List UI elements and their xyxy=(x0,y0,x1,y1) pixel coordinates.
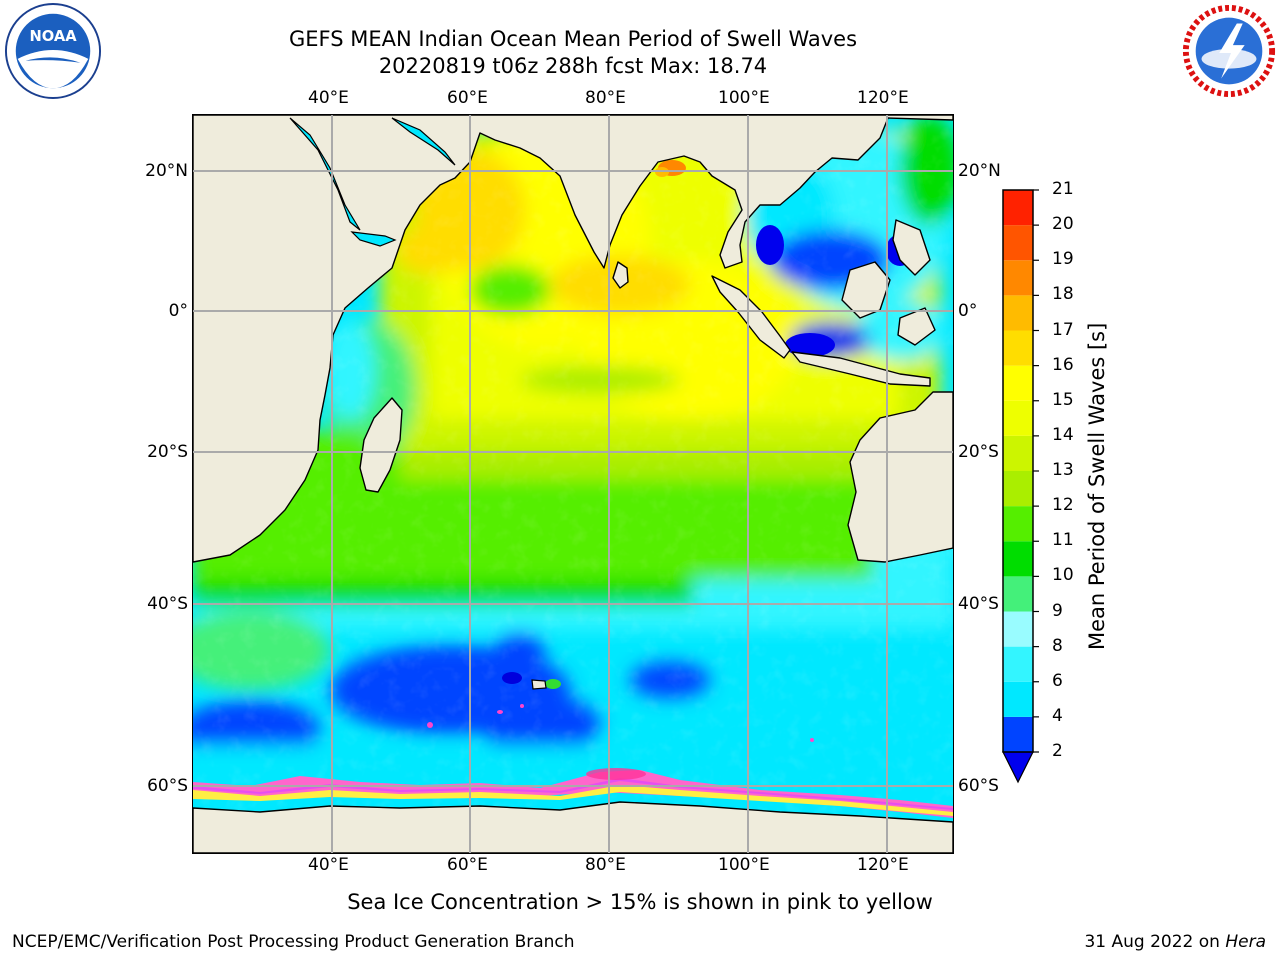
chart-subtitle: 20220819 t06z 288h fcst Max: 18.74 xyxy=(378,54,768,78)
lon-label-bottom-40e: 40°E xyxy=(308,855,349,875)
colorbar-band xyxy=(1003,506,1033,542)
lat-label-left-0: 0° xyxy=(168,301,188,321)
colorbar-band xyxy=(1003,471,1033,507)
colorbar xyxy=(1002,189,1039,784)
lat-label-left-40s: 40°S xyxy=(147,594,188,614)
colorbar-tick-label: 16 xyxy=(1052,354,1074,375)
colorbar-tick-label: 21 xyxy=(1052,179,1074,199)
colorbar-band xyxy=(1003,716,1033,752)
colorbar-band xyxy=(1003,225,1033,261)
colorbar-band xyxy=(1003,330,1033,366)
colorbar-tick-label: 13 xyxy=(1052,460,1074,480)
colorbar-tick-label: 17 xyxy=(1052,319,1074,340)
lat-label-left-60s: 60°S xyxy=(147,776,188,796)
colorbar-under-triangle xyxy=(1002,751,1034,784)
chart-title: GEFS MEAN Indian Ocean Mean Period of Sw… xyxy=(288,27,858,51)
lat-label-left-20s: 20°S xyxy=(147,442,188,462)
colorbar-tick-label: 10 xyxy=(1052,565,1074,586)
colorbar-tick-label: 18 xyxy=(1052,284,1074,305)
colorbar-tick-label: 15 xyxy=(1052,389,1074,410)
noaa-logo-icon: NOAA xyxy=(4,2,102,100)
footer-date: 31 Aug 2022 on Hera xyxy=(1084,932,1266,952)
lat-label-right-40s: 40°S xyxy=(958,594,999,614)
colorbar-band xyxy=(1003,190,1033,226)
colorbar-tick-label: 11 xyxy=(1052,530,1074,551)
lat-label-left-20n: 20°N xyxy=(145,161,188,181)
colorbar-label: Mean Period of Swell Waves [s] xyxy=(1085,322,1109,650)
colorbar-band xyxy=(1003,611,1033,647)
lon-label-bottom-60e: 60°E xyxy=(447,855,488,875)
colorbar-tick-label: 20 xyxy=(1052,214,1074,235)
footer-date-text: 31 Aug 2022 on xyxy=(1084,932,1220,952)
colorbar-band xyxy=(1003,435,1033,471)
colorbar-band xyxy=(1003,646,1033,682)
colorbar-tick-label: 14 xyxy=(1052,424,1074,445)
lat-label-right-60s: 60°S xyxy=(958,776,999,796)
colorbar-tick-label: 4 xyxy=(1052,705,1063,726)
colorbar-band xyxy=(1003,541,1033,577)
nws-logo-icon xyxy=(1181,3,1277,99)
swell-period-field xyxy=(193,115,953,853)
colorbar-band xyxy=(1003,400,1033,436)
colorbar-band xyxy=(1003,295,1033,331)
footer-branch: NCEP/EMC/Verification Post Processing Pr… xyxy=(12,932,575,952)
footer-machine: Hera xyxy=(1225,932,1266,952)
lon-label-bottom-80e: 80°E xyxy=(585,855,626,875)
lon-label-top-40e: 40°E xyxy=(308,88,349,108)
colorbar-tick-label: 9 xyxy=(1052,600,1063,621)
lat-label-right-0: 0° xyxy=(958,301,978,321)
lat-label-right-20s: 20°S xyxy=(958,442,999,462)
lon-label-top-120e: 120°E xyxy=(857,88,909,108)
lat-label-right-20n: 20°N xyxy=(958,161,1001,181)
sea-ice-footnote: Sea Ice Concentration > 15% is shown in … xyxy=(347,890,933,914)
lon-label-bottom-120e: 120°E xyxy=(857,855,909,875)
colorbar-tick-label: 19 xyxy=(1052,249,1074,270)
colorbar-tick-label: 6 xyxy=(1052,670,1063,691)
colorbar-tick-label: 2 xyxy=(1052,741,1063,761)
lon-label-top-80e: 80°E xyxy=(585,88,626,108)
lon-label-bottom-100e: 100°E xyxy=(718,855,770,875)
noaa-logo-text: NOAA xyxy=(29,28,77,45)
colorbar-band xyxy=(1003,576,1033,612)
colorbar-band xyxy=(1003,365,1033,401)
colorbar-tick-label: 12 xyxy=(1052,495,1074,516)
colorbar-tick-label: 8 xyxy=(1052,635,1063,656)
colorbar-band xyxy=(1003,260,1033,296)
lon-label-top-60e: 60°E xyxy=(447,88,488,108)
colorbar-band xyxy=(1003,681,1033,717)
map-panel xyxy=(193,115,953,853)
graticule xyxy=(193,115,953,853)
lon-label-top-100e: 100°E xyxy=(718,88,770,108)
